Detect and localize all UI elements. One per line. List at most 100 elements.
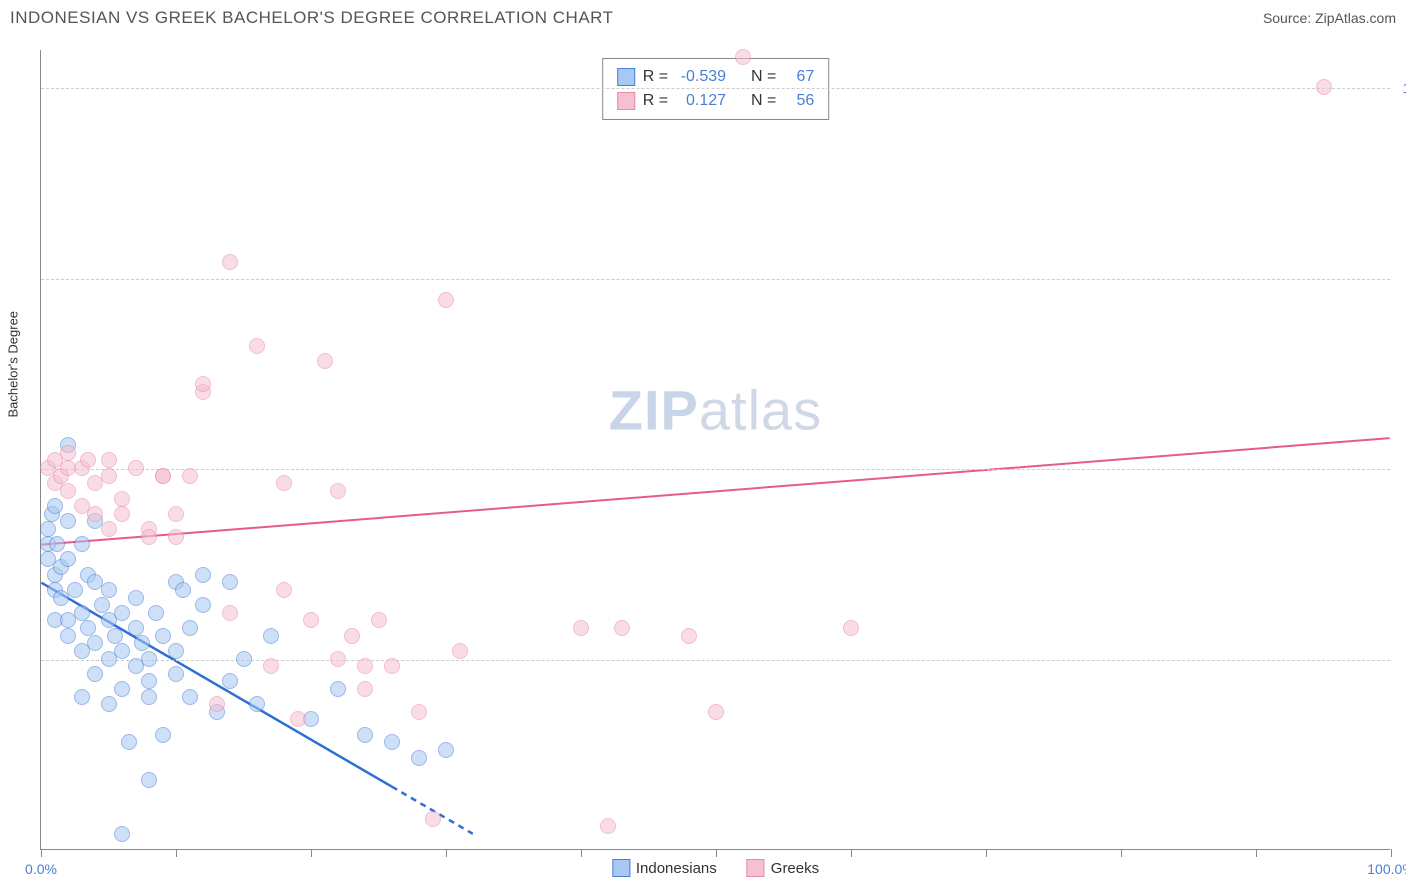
trend-lines — [41, 50, 1390, 849]
data-point — [438, 292, 454, 308]
data-point — [141, 772, 157, 788]
n-value: 67 — [784, 65, 814, 89]
y-tick-label: 75.0% — [1395, 271, 1406, 287]
data-point — [195, 597, 211, 613]
data-point — [168, 506, 184, 522]
data-point — [87, 635, 103, 651]
gridline — [41, 279, 1390, 280]
legend-swatch — [747, 859, 765, 877]
chart-title: INDONESIAN VS GREEK BACHELOR'S DEGREE CO… — [10, 8, 614, 28]
data-point — [222, 574, 238, 590]
data-point — [411, 704, 427, 720]
data-point — [425, 811, 441, 827]
data-point — [134, 635, 150, 651]
data-point — [101, 452, 117, 468]
data-point — [236, 651, 252, 667]
data-point — [60, 513, 76, 529]
data-point — [263, 628, 279, 644]
data-point — [114, 826, 130, 842]
chart-legend: Indonesians Greeks — [612, 859, 819, 877]
data-point — [614, 620, 630, 636]
data-point — [195, 567, 211, 583]
data-point — [438, 742, 454, 758]
data-point — [168, 529, 184, 545]
data-point — [735, 49, 751, 65]
data-point — [276, 582, 292, 598]
x-tick-label: 100.0% — [1367, 861, 1406, 877]
data-point — [141, 651, 157, 667]
data-point — [330, 483, 346, 499]
data-point — [87, 506, 103, 522]
data-point — [290, 711, 306, 727]
data-point — [155, 628, 171, 644]
data-point — [60, 551, 76, 567]
series-swatch — [617, 68, 635, 86]
r-label: R = — [643, 65, 668, 89]
data-point — [357, 658, 373, 674]
x-tick — [1391, 849, 1392, 857]
x-tick — [41, 849, 42, 857]
data-point — [74, 689, 90, 705]
data-point — [101, 521, 117, 537]
data-point — [141, 689, 157, 705]
gridline — [41, 469, 1390, 470]
data-point — [80, 452, 96, 468]
y-tick-label: 25.0% — [1395, 652, 1406, 668]
data-point — [80, 620, 96, 636]
data-point — [452, 643, 468, 659]
data-point — [182, 620, 198, 636]
data-point — [128, 460, 144, 476]
data-point — [249, 338, 265, 354]
data-point — [101, 468, 117, 484]
data-point — [128, 590, 144, 606]
x-tick — [176, 849, 177, 857]
data-point — [121, 734, 137, 750]
data-point — [357, 681, 373, 697]
data-point — [114, 491, 130, 507]
stats-row: R =0.127 N =56 — [617, 89, 815, 113]
series-swatch — [617, 92, 635, 110]
data-point — [222, 254, 238, 270]
data-point — [101, 582, 117, 598]
data-point — [330, 651, 346, 667]
r-label: R = — [643, 89, 668, 113]
legend-item: Indonesians — [612, 859, 717, 877]
data-point — [87, 666, 103, 682]
data-point — [573, 620, 589, 636]
data-point — [155, 468, 171, 484]
x-tick — [986, 849, 987, 857]
data-point — [276, 475, 292, 491]
data-point — [249, 696, 265, 712]
data-point — [155, 727, 171, 743]
watermark: ZIPatlas — [609, 377, 822, 442]
x-tick-label: 0.0% — [25, 861, 57, 877]
data-point — [74, 605, 90, 621]
data-point — [195, 376, 211, 392]
data-point — [222, 605, 238, 621]
y-axis-label: Bachelor's Degree — [6, 310, 21, 417]
legend-item: Greeks — [747, 859, 819, 877]
x-tick — [311, 849, 312, 857]
data-point — [182, 468, 198, 484]
legend-label: Greeks — [771, 860, 819, 877]
y-tick-label: 100.0% — [1395, 80, 1406, 96]
data-point — [411, 750, 427, 766]
data-point — [67, 582, 83, 598]
data-point — [128, 620, 144, 636]
stats-row: R = -0.539 N = 67 — [617, 65, 815, 89]
data-point — [141, 673, 157, 689]
data-point — [101, 696, 117, 712]
n-value: 56 — [784, 89, 814, 113]
data-point — [60, 483, 76, 499]
x-tick — [581, 849, 582, 857]
n-label: N = — [751, 65, 776, 89]
data-point — [263, 658, 279, 674]
r-value: -0.539 — [676, 65, 726, 89]
legend-label: Indonesians — [636, 860, 717, 877]
data-point — [384, 734, 400, 750]
data-point — [74, 536, 90, 552]
data-point — [175, 582, 191, 598]
data-point — [317, 353, 333, 369]
data-point — [1316, 79, 1332, 95]
data-point — [60, 628, 76, 644]
